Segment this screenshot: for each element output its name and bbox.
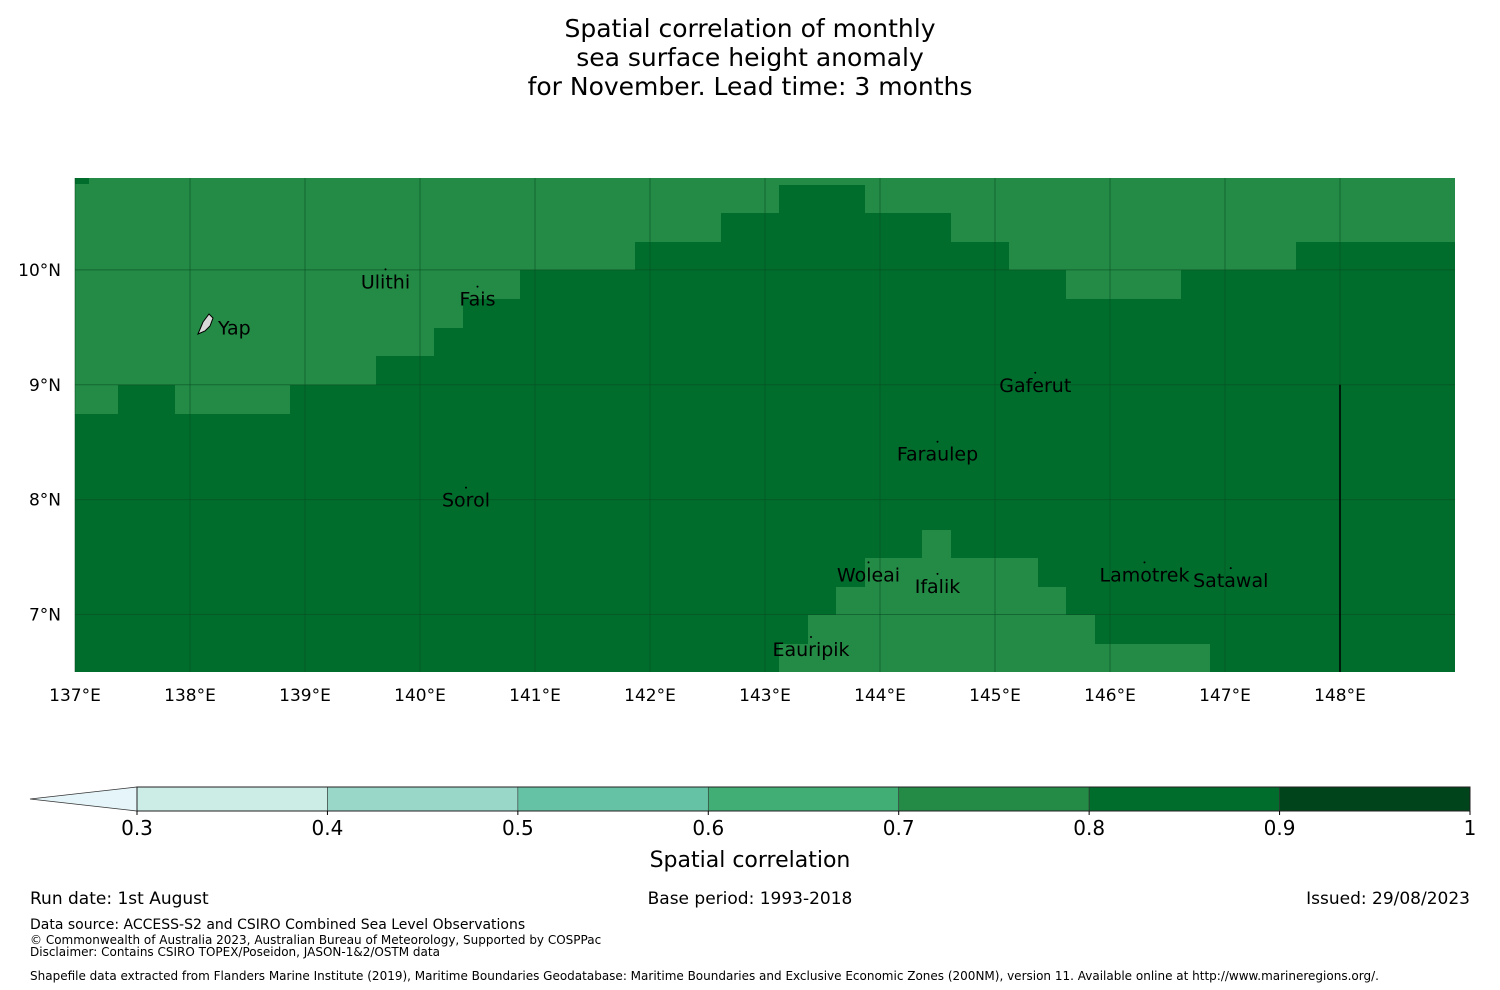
lat-tick-label: 9°N [29,376,61,396]
shapefile-credit: Shapefile data extracted from Flanders M… [30,969,1379,983]
colorbar-segment [1279,786,1471,812]
island-marker-faraulep [936,440,939,443]
colorbar-segment [898,786,1090,812]
colorbar-label: Spatial correlation [650,848,851,873]
lon-tick-label: 137°E [49,686,101,706]
colorbar-tick-label: 0.6 [692,816,724,840]
place-label-sorol: Sorol [442,490,490,512]
island-marker-lamotrek [1143,561,1146,564]
lon-tick-label: 143°E [739,686,791,706]
run-date: Run date: 1st August [30,889,209,909]
lon-tick-label: 146°E [1084,686,1136,706]
colorbar-tick-label: 0.4 [312,816,344,840]
lon-tick-label: 140°E [394,686,446,706]
colorbar-segment [327,786,519,812]
corner-cell [75,178,89,184]
island-marker-woleai [867,561,870,564]
lat-tick-label: 7°N [29,606,61,626]
place-label-gaferut: Gaferut [999,375,1071,397]
lat-tick-label: 10°N [18,261,61,281]
colorbar-tick-label: 0.5 [502,816,534,840]
title-line-3: for November. Lead time: 3 months [527,72,973,101]
colorbar: 0.3 0.4 0.5 0.6 0.7 0.8 0.9 1 Spatial correlatio… [29,786,1477,873]
lat-tick-label: 8°N [29,491,61,511]
island-marker-eauripik [810,636,812,639]
colorbar-tick-label: 0.3 [121,816,153,840]
data-source: Data source: ACCESS-S2 and CSIRO Combine… [30,917,526,933]
colorbar-tick-label: 0.9 [1264,816,1296,840]
place-label-fais: Fais [459,289,495,311]
place-labels: Ulithi Fais Yap Gaferut Faraulep Sorol Woleai I… [197,268,1268,661]
place-label-faraulep: Faraulep [897,444,978,466]
disclaimer: Disclaimer: Contains CSIRO TOPEX/Poseido… [30,945,440,959]
lon-tick-label: 145°E [969,686,1021,706]
title-line-2: sea surface height anomaly [576,43,924,72]
lon-tick-label: 141°E [509,686,561,706]
lon-tick-label: 139°E [279,686,331,706]
colorbar-extend-triangle [29,786,138,812]
colorbar-segment [517,786,709,812]
map-gridlines [74,178,1455,672]
island-marker-gaferut [1034,371,1037,374]
colorbar-segment [1088,786,1280,812]
place-label-ulithi: Ulithi [361,271,410,293]
place-label-lamotrek: Lamotrek [1100,564,1190,586]
chart-title: Spatial correlation of monthly sea surfa… [0,14,1500,101]
lon-tick-label: 148°E [1314,686,1366,706]
colorbar-frame [136,786,1471,812]
copyright-notice: © Commonwealth of Australia 2023, Austra… [30,933,602,947]
colorbar-segment [707,786,900,812]
island-marker-sorol [465,486,467,489]
base-period: Base period: 1993-2018 [647,889,853,909]
lon-tick-label: 144°E [854,686,906,706]
title-line-1: Spatial correlation of monthly [564,14,936,43]
lon-tick-label: 138°E [164,686,216,706]
lon-tick-label: 147°E [1199,686,1251,706]
colorbar-segment [136,786,328,812]
island-marker-satawal [1229,567,1232,570]
island-marker-ifalik [936,572,939,575]
yap-island-shape [197,313,214,335]
map-axes: 137°E 138°E 139°E 140°E 141°E 142°E 143°E 144°E… [18,261,1366,706]
place-label-yap: Yap [217,317,251,339]
place-label-eauripik: Eauripik [772,639,849,661]
place-label-ifalik: Ifalik [915,576,961,598]
colorbar-tick-label: 0.7 [883,816,915,840]
island-marker-fais [476,285,479,288]
issued-date: Issued: 29/08/2023 [1306,889,1470,909]
island-marker-ulithi [384,268,387,271]
place-label-satawal: Satawal [1193,570,1268,592]
colorbar-tick-label: 0.8 [1073,816,1105,840]
colorbar-tick-label: 1 [1464,816,1477,840]
place-label-woleai: Woleai [837,564,900,586]
lon-tick-label: 142°E [624,686,676,706]
